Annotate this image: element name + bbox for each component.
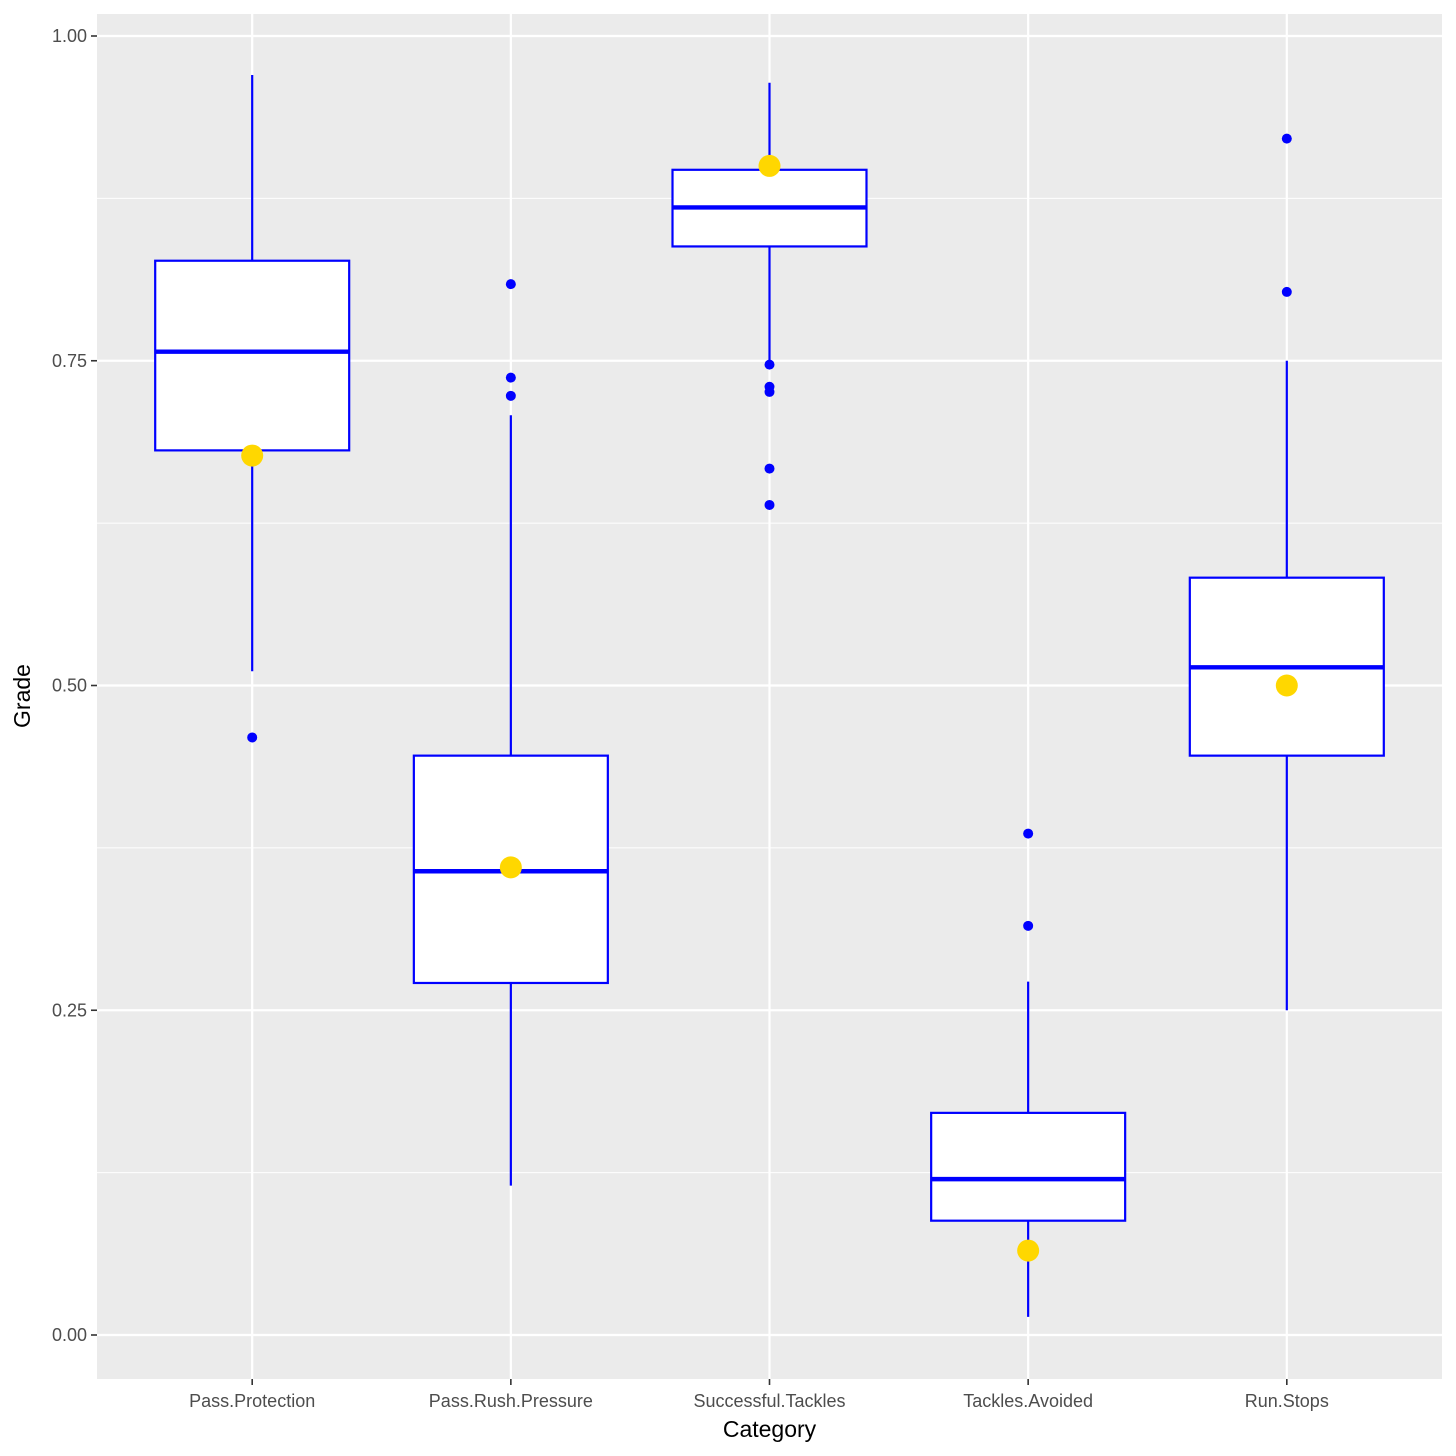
highlight-point: [499, 856, 522, 879]
y-axis-title: Grade: [9, 664, 35, 728]
x-tick-label: Pass.Protection: [189, 1391, 315, 1411]
axis-ticks: 0.00 0.25 0.50 0.75 1.00 Pass.Protection Pass.…: [52, 26, 1329, 1411]
y-tick-label: 0.50: [52, 676, 87, 696]
box-group-pass-protection: [154, 74, 351, 743]
outlier-point: [505, 372, 516, 383]
x-tick-label: Run.Stops: [1245, 1391, 1329, 1411]
box-group-tackles-avoided: [930, 828, 1127, 1317]
outlier-point: [764, 463, 775, 474]
box-group-successful-tackles: [671, 82, 868, 510]
highlight-point: [241, 444, 264, 467]
outlier-point: [764, 386, 775, 397]
outlier-point: [505, 279, 516, 290]
x-tick-label: Pass.Rush.Pressure: [429, 1391, 593, 1411]
outlier-point: [1281, 286, 1292, 297]
box-layer: [154, 74, 1385, 1317]
box-group-run-stops: [1188, 133, 1385, 1011]
outlier-point: [764, 499, 775, 510]
highlight-point: [1017, 1239, 1040, 1262]
y-tick-label: 0.25: [52, 1000, 87, 1020]
box-iqr: [930, 1111, 1127, 1222]
outlier-point: [247, 732, 258, 743]
x-tick-label: Tackles.Avoided: [963, 1391, 1093, 1411]
highlight-point: [1275, 674, 1298, 697]
outlier-point: [764, 359, 775, 370]
y-tick-label: 1.00: [52, 26, 87, 46]
outlier-point: [1281, 133, 1292, 144]
box-iqr: [154, 259, 351, 452]
outlier-point: [505, 390, 516, 401]
x-axis-title: Category: [723, 1416, 817, 1442]
y-tick-label: 0.00: [52, 1325, 87, 1345]
outlier-point: [1023, 828, 1034, 839]
highlight-point: [758, 154, 781, 177]
x-tick-label: Successful.Tackles: [693, 1391, 845, 1411]
outlier-point: [1023, 920, 1034, 931]
box-group-pass-rush-pressure: [412, 279, 609, 1186]
y-tick-label: 0.75: [52, 351, 87, 371]
